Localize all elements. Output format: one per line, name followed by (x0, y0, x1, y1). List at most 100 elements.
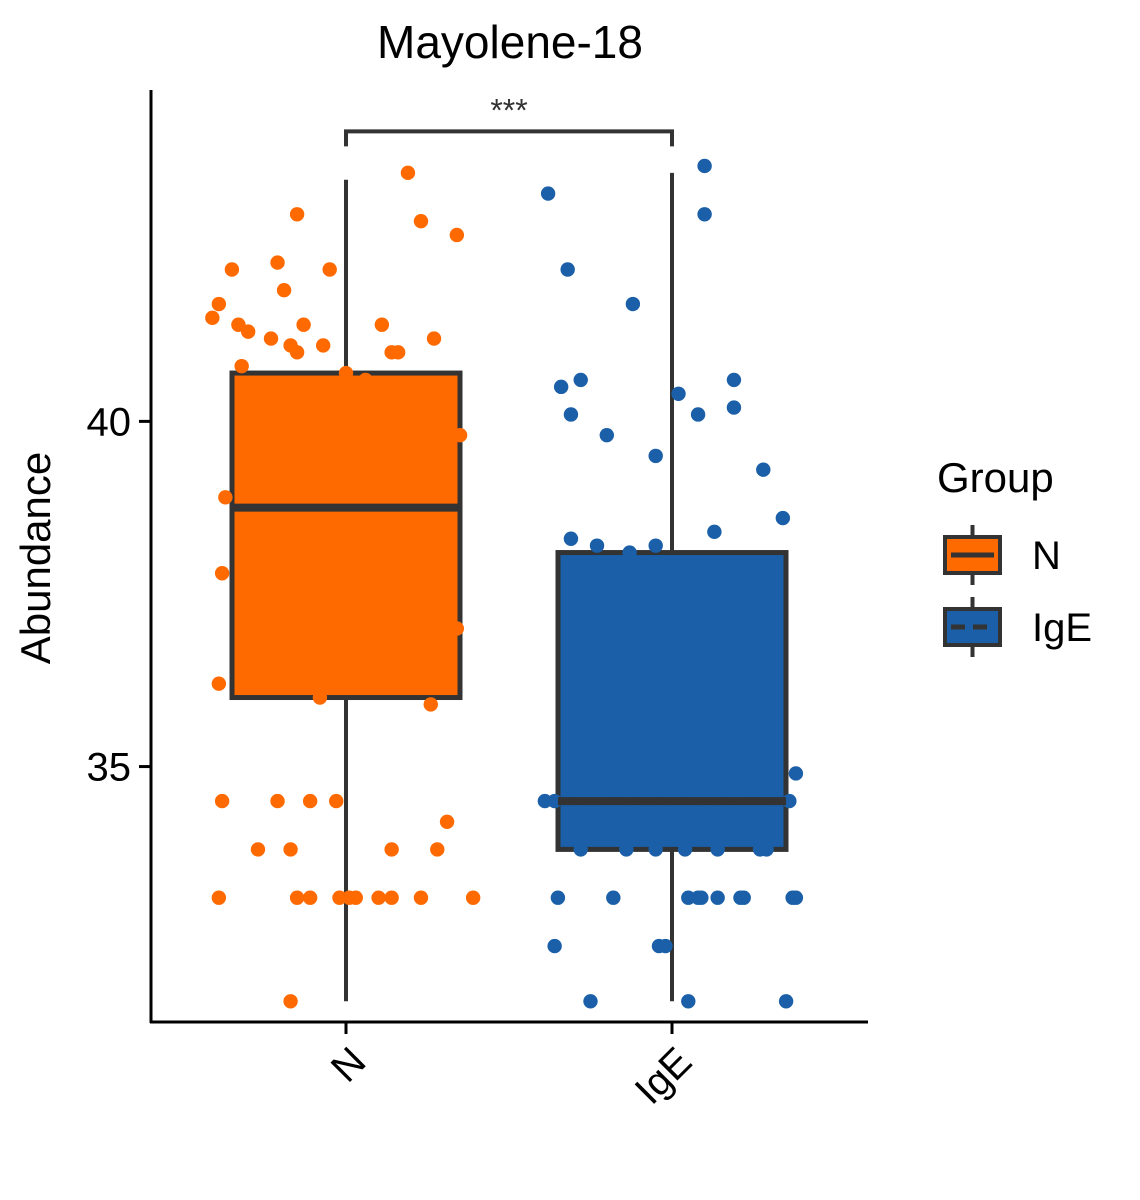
data-point-n (270, 255, 285, 270)
data-point-n (338, 365, 354, 381)
box-n (229, 370, 463, 701)
data-point-ige (619, 842, 634, 857)
data-point-n (214, 793, 230, 809)
data-point-n (348, 890, 363, 905)
data-point-n (413, 213, 429, 229)
significance-bracket (344, 129, 674, 147)
data-point-n (384, 842, 399, 857)
data-point-ige (736, 890, 751, 905)
data-point-n (234, 358, 249, 374)
data-point-ige (563, 531, 579, 546)
data-point-ige (694, 890, 709, 905)
data-point-ige (658, 938, 673, 954)
data-point-n (384, 890, 399, 905)
x-tick-label: N (323, 1039, 375, 1091)
legend: Group N IgE (937, 454, 1092, 657)
data-point-ige (553, 379, 569, 395)
data-point-ige (560, 262, 575, 277)
data-point-n (250, 842, 266, 857)
chart-title: Mayolene-18 (377, 16, 643, 68)
plot-area: *** (205, 92, 804, 1009)
data-point-n (452, 427, 468, 443)
data-point-n (296, 317, 311, 332)
data-point-ige (625, 296, 641, 312)
data-point-n (211, 890, 227, 905)
data-point-ige (671, 386, 686, 401)
data-point-n (241, 324, 256, 339)
data-point-n (430, 842, 445, 857)
x-tick-label: IgE (627, 1039, 701, 1113)
data-point-ige (759, 842, 774, 857)
data-point-n (276, 283, 292, 298)
data-point-n (211, 296, 227, 312)
data-point-n (465, 890, 481, 905)
data-point-ige (788, 766, 804, 781)
data-point-ige (648, 842, 663, 857)
data-point-ige (681, 994, 696, 1009)
data-point-n (358, 372, 373, 388)
data-point-ige (697, 207, 712, 222)
data-point-n (302, 793, 318, 809)
data-point-ige (726, 372, 742, 388)
data-point-n (423, 697, 438, 712)
data-point-n (214, 566, 230, 581)
data-point-ige (589, 538, 605, 553)
data-point-n (390, 345, 406, 360)
data-point-n (205, 310, 220, 326)
legend-label-ige: IgE (1032, 606, 1092, 650)
data-point-n (289, 345, 305, 360)
data-point-n (289, 890, 305, 905)
legend-title: Group (937, 454, 1054, 501)
data-point-n (289, 207, 305, 222)
data-point-n (439, 814, 455, 829)
data-point-ige (622, 545, 637, 560)
data-point-ige (599, 427, 614, 443)
data-point-ige (726, 400, 742, 415)
y-tick-label: 35 (87, 746, 132, 790)
data-point-n (322, 262, 337, 277)
data-point-n (449, 227, 465, 243)
data-point-ige (697, 158, 712, 174)
data-point-ige (710, 842, 725, 857)
data-point-n (400, 165, 416, 181)
data-point-n (374, 317, 390, 332)
data-point-ige (690, 407, 706, 422)
data-point-n (211, 676, 227, 691)
data-point-n (329, 793, 344, 809)
data-point-ige (540, 186, 556, 201)
data-point-n (426, 331, 442, 346)
data-point-n (449, 621, 465, 636)
data-point-ige (775, 510, 791, 526)
data-point-ige (707, 524, 722, 540)
data-point-ige (710, 890, 725, 905)
data-point-n (315, 338, 331, 353)
data-point-n (218, 490, 233, 505)
data-point-n (371, 890, 386, 905)
data-point-ige (756, 462, 771, 477)
data-point-ige (550, 890, 566, 905)
data-point-ige (788, 890, 804, 905)
data-point-n (224, 262, 240, 277)
data-point-n (302, 890, 318, 905)
data-point-ige (677, 842, 693, 857)
data-point-ige (606, 890, 621, 905)
data-point-ige (547, 938, 562, 954)
data-point-n (312, 690, 328, 705)
data-point-ige (563, 407, 579, 422)
data-point-n (263, 331, 279, 346)
data-point-ige (583, 994, 598, 1009)
data-point-ige (573, 372, 588, 388)
data-point-n (283, 842, 298, 857)
y-axis-title: Abundance (12, 452, 59, 665)
data-point-ige (648, 538, 663, 553)
data-point-ige (648, 448, 663, 464)
data-point-ige (573, 842, 588, 857)
significance-label: *** (490, 92, 527, 128)
data-point-n (283, 994, 298, 1009)
data-point-n (413, 890, 429, 905)
legend-label-n: N (1032, 534, 1061, 578)
y-tick-label: 40 (87, 400, 132, 444)
data-point-n (254, 490, 269, 505)
data-point-n (270, 793, 285, 809)
